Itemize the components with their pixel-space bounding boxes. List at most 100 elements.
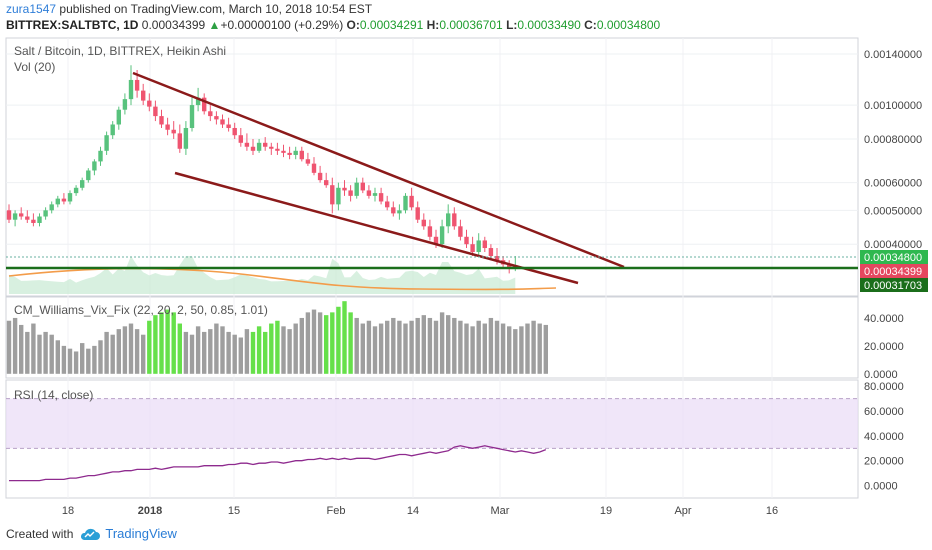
- rsi-tick-label: 0.0000: [864, 481, 898, 493]
- vix-bar: [195, 326, 201, 374]
- vix-bar: [324, 315, 329, 374]
- change-arrow-icon: ▲: [208, 18, 221, 32]
- ohlc-bar: BITTREX:SALTBTC, 1D 0.00034399 ▲+0.00000…: [6, 18, 660, 32]
- candle-body: [128, 79, 134, 100]
- published-text: published on TradingView.com, March 10, …: [59, 2, 373, 16]
- high-value: 0.00036701: [439, 18, 503, 32]
- volume-fill: [9, 256, 516, 294]
- candle-body: [232, 127, 237, 136]
- tradingview-logo[interactable]: TradingView: [79, 526, 177, 541]
- vix-bar: [543, 324, 548, 374]
- rsi-label: RSI (14, close): [14, 388, 94, 402]
- candle-body: [147, 100, 152, 107]
- vix-bar: [104, 331, 109, 374]
- vix-bar: [507, 326, 512, 374]
- rsi-tick-label: 20.0000: [864, 456, 904, 468]
- date-tick-label: Mar: [491, 505, 510, 517]
- candle-body: [25, 216, 30, 220]
- vix-label: CM_Williams_Vix_Fix (22, 20, 2, 50, 0.85…: [14, 303, 268, 317]
- candle-body: [153, 106, 158, 117]
- support-price-badge-bg: [860, 278, 928, 292]
- candle-body: [452, 213, 457, 227]
- candle-body: [37, 216, 42, 223]
- vix-bar: [232, 334, 237, 374]
- vix-bar: [439, 312, 445, 374]
- vix-bar: [177, 323, 182, 374]
- last-price: 0.00034399: [141, 18, 206, 32]
- low-label: L:: [506, 18, 518, 32]
- candle-body: [317, 172, 323, 181]
- vix-bar: [415, 317, 420, 374]
- vix-bar: [220, 326, 225, 374]
- vix-bar: [305, 312, 311, 374]
- candle-body: [98, 150, 103, 162]
- candle-body: [55, 198, 60, 205]
- candle-body: [433, 236, 439, 245]
- candle-body: [348, 190, 353, 196]
- vix-bar: [122, 326, 128, 374]
- candle-body: [92, 161, 97, 171]
- vix-bar: [43, 331, 48, 374]
- candle-body: [256, 142, 262, 151]
- vix-bar: [55, 340, 60, 374]
- vix-bar: [238, 337, 243, 374]
- candle-body: [354, 182, 359, 196]
- vix-panel[interactable]: [5, 296, 859, 379]
- close-label: C:: [584, 18, 597, 32]
- vix-bar: [421, 315, 426, 374]
- vix-bar: [98, 340, 103, 374]
- upper-trendline: [132, 71, 625, 269]
- price-tick-label: 0.00140000: [864, 49, 922, 61]
- vix-bar: [482, 323, 487, 374]
- candle-body: [470, 244, 475, 252]
- vix-bar: [409, 320, 414, 374]
- price-badges: 0.00034800 0.00034399 0.00031703: [860, 250, 928, 292]
- candle-body: [61, 198, 67, 202]
- vix-bar: [427, 317, 433, 374]
- candle-body: [464, 236, 469, 245]
- candle-body: [177, 133, 182, 149]
- vix-bar: [366, 320, 372, 374]
- vix-bar: [403, 323, 408, 374]
- vix-bar: [116, 329, 121, 374]
- vix-bar: [159, 312, 164, 374]
- vix-bar: [336, 306, 341, 374]
- candle-body: [439, 226, 445, 245]
- vix-bar: [12, 317, 18, 374]
- candle-body: [305, 159, 311, 164]
- tradingview-cloud-icon: [81, 528, 101, 540]
- vix-bar: [269, 323, 274, 374]
- candle-body: [293, 150, 298, 155]
- candle-body: [366, 190, 372, 196]
- vix-bar: [275, 320, 280, 374]
- vix-bar: [519, 326, 524, 374]
- date-tick-label: 19: [600, 505, 612, 517]
- rsi-tick-label: 40.0000: [864, 431, 904, 443]
- volume-area: [8, 256, 557, 294]
- vix-bar: [330, 312, 335, 374]
- vix-bar: [531, 320, 536, 374]
- vix-bar: [214, 323, 219, 374]
- volume-label: Vol (20): [14, 60, 56, 74]
- candle-body: [141, 90, 146, 101]
- candle-body: [421, 219, 426, 227]
- author-link[interactable]: zura1547: [6, 2, 57, 16]
- candle-body: [43, 210, 48, 217]
- candle-body: [159, 116, 164, 125]
- vix-bar: [208, 329, 213, 374]
- vix-bar: [19, 324, 24, 374]
- date-tick-label: 15: [228, 505, 240, 517]
- low-value: 0.00033490: [517, 18, 581, 32]
- vix-bar: [317, 312, 323, 374]
- main-panel[interactable]: [5, 37, 859, 297]
- candle-body: [6, 210, 12, 220]
- candle-body: [104, 135, 109, 151]
- candle-body: [372, 193, 378, 196]
- candle-body: [226, 124, 231, 128]
- vix-bar: [513, 329, 518, 374]
- vix-bar: [397, 320, 402, 374]
- candle-body: [220, 119, 225, 125]
- vix-bar: [488, 317, 494, 374]
- candle-body: [330, 185, 335, 205]
